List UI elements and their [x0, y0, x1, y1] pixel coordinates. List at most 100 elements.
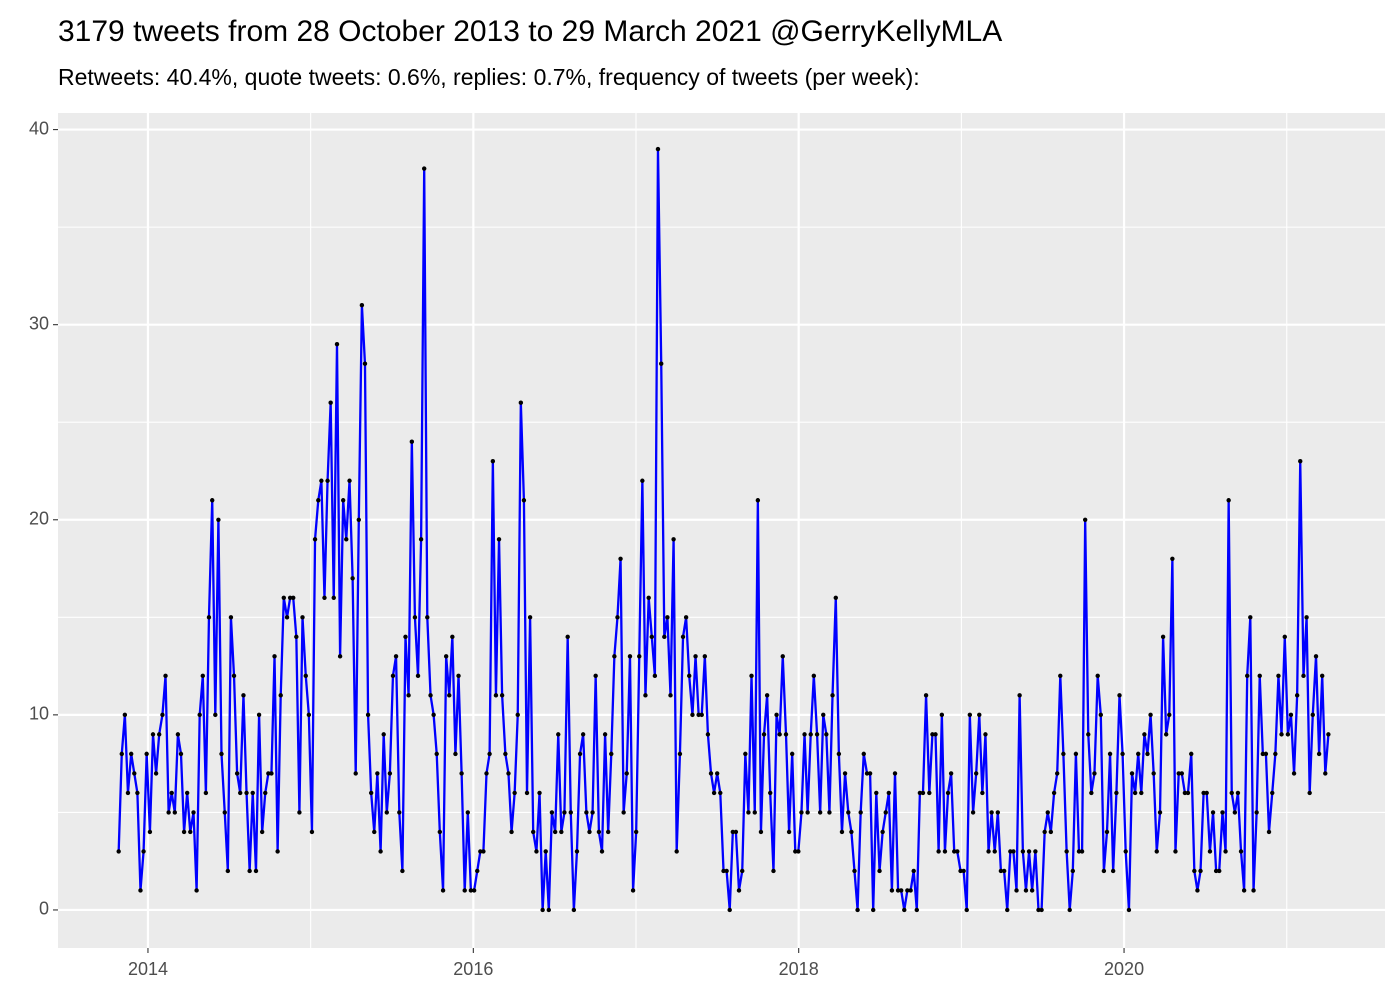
point — [1154, 849, 1159, 854]
point — [1195, 888, 1200, 893]
point — [1313, 654, 1319, 659]
point — [478, 849, 483, 854]
point — [1266, 829, 1272, 835]
point — [839, 829, 845, 835]
point — [736, 888, 742, 893]
point — [584, 810, 589, 815]
point — [1160, 634, 1166, 640]
point — [1245, 673, 1250, 679]
point — [714, 771, 720, 776]
point — [986, 849, 991, 854]
point — [1086, 732, 1091, 737]
point — [920, 790, 926, 796]
point — [568, 810, 573, 815]
point — [602, 732, 608, 737]
point — [197, 712, 202, 718]
point — [646, 595, 651, 601]
point — [188, 829, 193, 835]
y-tick-label: 40 — [29, 118, 49, 138]
point — [297, 810, 302, 815]
point — [655, 146, 661, 152]
point — [799, 810, 804, 815]
point — [1173, 849, 1178, 854]
point — [727, 907, 732, 913]
point — [977, 712, 982, 718]
point — [615, 615, 620, 620]
point — [1323, 771, 1328, 776]
point — [721, 868, 726, 874]
point — [1107, 751, 1113, 757]
point — [733, 829, 739, 835]
point — [465, 810, 470, 815]
point — [1039, 907, 1044, 913]
point — [316, 498, 321, 503]
point — [1095, 673, 1100, 679]
point — [1285, 732, 1291, 737]
point — [241, 693, 246, 698]
point — [836, 751, 842, 757]
point — [1001, 868, 1007, 874]
point — [814, 732, 820, 737]
point — [955, 849, 960, 854]
point — [917, 790, 923, 796]
point — [1064, 849, 1069, 854]
point — [789, 751, 795, 757]
point — [908, 888, 913, 893]
point — [1079, 849, 1085, 854]
point — [281, 595, 287, 601]
chart-title: 3179 tweets from 28 October 2013 to 29 M… — [58, 15, 1002, 48]
point — [506, 771, 511, 776]
point — [206, 615, 212, 620]
point — [1201, 790, 1206, 796]
point — [718, 790, 723, 796]
point — [1310, 712, 1315, 718]
point — [1298, 459, 1303, 464]
point — [1042, 829, 1047, 835]
point — [674, 849, 679, 854]
point — [272, 654, 277, 659]
point — [889, 888, 895, 893]
point — [665, 615, 670, 620]
point — [540, 907, 545, 913]
point — [450, 634, 455, 640]
point — [958, 868, 963, 874]
y-tick-label: 10 — [29, 704, 49, 724]
point — [659, 361, 664, 366]
point — [1129, 771, 1135, 776]
point — [746, 810, 751, 815]
point — [515, 712, 520, 718]
point — [1120, 751, 1125, 757]
x-tick-label: 2020 — [1104, 959, 1144, 979]
point — [1048, 829, 1054, 835]
point — [593, 673, 598, 679]
point — [1320, 673, 1325, 679]
point — [175, 732, 181, 737]
point — [1282, 634, 1287, 640]
point — [1263, 751, 1269, 757]
point — [231, 673, 237, 679]
point — [914, 907, 920, 913]
point — [263, 790, 268, 796]
point — [1220, 810, 1225, 815]
point — [793, 849, 798, 854]
point — [122, 712, 128, 718]
point — [359, 302, 365, 308]
point — [905, 888, 910, 893]
point — [898, 888, 904, 893]
y-tick-label: 20 — [29, 509, 49, 529]
point — [1114, 790, 1119, 796]
point — [1073, 751, 1079, 757]
point — [1139, 790, 1144, 796]
point — [808, 732, 813, 737]
point — [425, 615, 430, 620]
point — [524, 790, 530, 796]
point — [530, 829, 536, 835]
point — [397, 810, 402, 815]
point — [1301, 673, 1306, 679]
point — [459, 771, 464, 776]
point — [247, 868, 252, 874]
point — [387, 771, 393, 776]
point — [858, 810, 863, 815]
point — [892, 771, 898, 776]
point — [596, 829, 602, 835]
